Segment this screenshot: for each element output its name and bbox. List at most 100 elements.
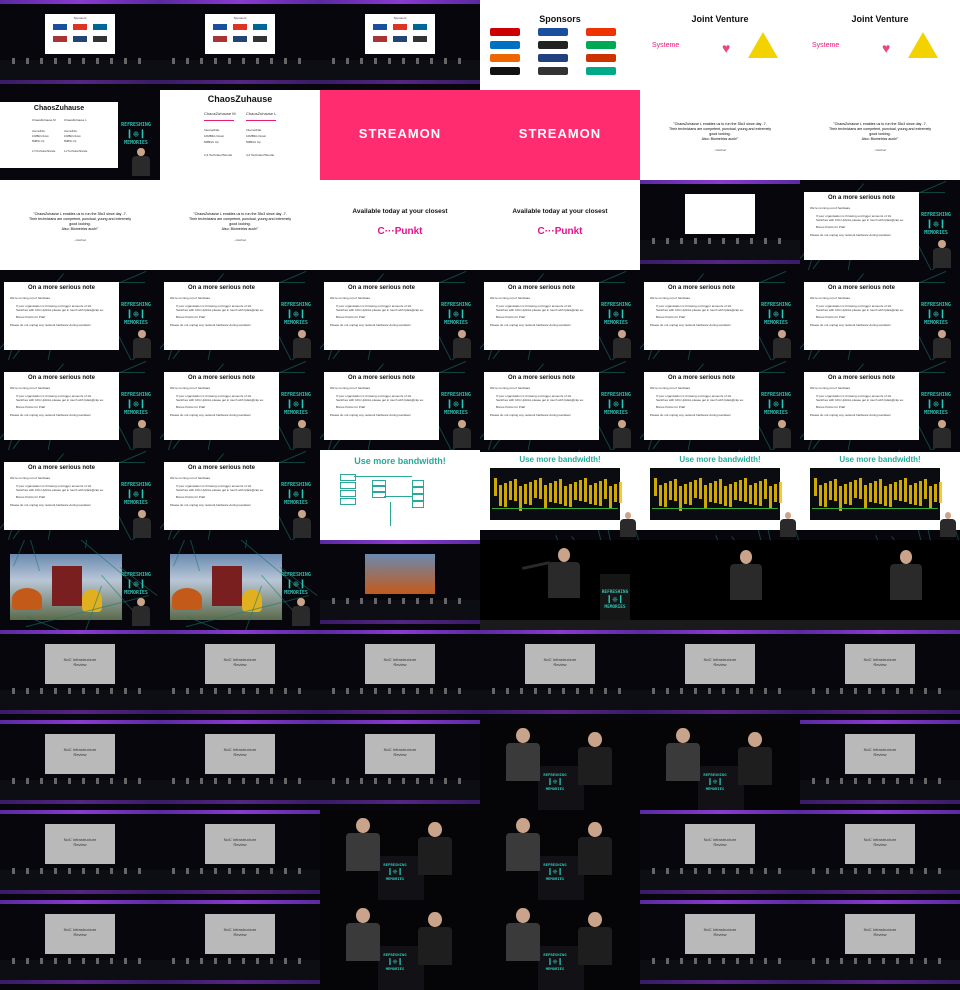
logo-glyph: ❙❈❙ <box>606 397 626 410</box>
thumbnail-bw-chart: Use more bandwidth! <box>640 450 800 540</box>
sponsor-logo <box>393 24 407 30</box>
speaker-head <box>138 330 146 339</box>
crowd-silhouette <box>172 778 175 784</box>
crowd-silhouette <box>680 868 683 874</box>
crowd-silhouette <box>736 868 739 874</box>
bullet-2: If your organisation is throwing out big… <box>656 394 732 398</box>
screen-subtitle: Review <box>233 662 247 667</box>
bullet-3: Switches with 10G Uplinks please get in … <box>176 308 264 312</box>
screen-subtitle: Review <box>73 752 87 757</box>
crowd-silhouette <box>270 778 273 784</box>
slide-title: Use more bandwidth! <box>679 455 761 464</box>
logo-text-top: REFRESHING <box>383 952 407 957</box>
stage-floor <box>0 870 160 890</box>
logo-text-top: REFRESHING <box>121 122 151 128</box>
slide-serious-note: On a more serious note We're running out … <box>484 372 599 440</box>
logo-text-bottom: MEMORIES <box>924 409 948 416</box>
thumbnail-hall: NoC Infrastructure Review <box>160 720 320 810</box>
crowd-silhouette <box>284 868 287 874</box>
crowd-silhouette <box>270 958 273 964</box>
crowd-silhouette <box>764 958 767 964</box>
switch-box <box>372 492 386 498</box>
bullet-3: Switches with 10G Uplinks please get in … <box>496 308 584 312</box>
screen-title: NoC Infrastructure <box>383 747 417 752</box>
lighting-rig-bottom <box>320 800 480 804</box>
projection-screen: NoC Infrastructure Review <box>845 824 915 864</box>
stage-floor <box>0 960 160 980</box>
traffic-bar <box>719 479 722 504</box>
screen-subtitle: Review <box>233 842 247 847</box>
traffic-bar <box>614 484 617 502</box>
thumbnail-streamon: STREAMON <box>480 90 640 180</box>
speaker-torso <box>933 248 951 268</box>
bullet-4: Bonus Points for PoE! <box>656 405 686 409</box>
screen-title: NoC Infrastructure <box>63 927 97 932</box>
traffic-bar <box>664 483 667 507</box>
tent-shape <box>172 588 202 610</box>
thumbnail-hall: NoC Infrastructure Review <box>0 810 160 900</box>
plan-m-title: ChaosZuhause M <box>204 111 236 116</box>
crowd-silhouette <box>924 868 927 874</box>
crowd-silhouette <box>242 958 245 964</box>
bullet-3: Switches with 10G Uplinks please get in … <box>656 308 744 312</box>
speaker-torso <box>613 338 631 358</box>
crowd-silhouette <box>402 688 405 694</box>
bullet-4: Bonus Points for PoE! <box>336 405 366 409</box>
screen-subtitle: Review <box>393 662 407 667</box>
bullet-5: Please do not unplug any network hardwar… <box>330 323 411 327</box>
bullet-2: If your organisation is throwing out big… <box>16 304 92 308</box>
bullet-4: Bonus Points for PoE! <box>16 315 46 319</box>
plan-l-line <box>246 120 276 121</box>
lighting-rig <box>320 720 480 724</box>
slide-title: Available today at your closest <box>512 208 608 215</box>
event-logo: REFRESHING ❙❈❙ MEMORIES <box>278 392 314 416</box>
crowd-silhouette <box>458 778 461 784</box>
logo-text-top: REFRESHING <box>703 772 727 777</box>
crowd-silhouette <box>270 868 273 874</box>
thumbnail-serious: On a more serious note We're running out … <box>0 360 160 450</box>
logo-text-top: REFRESHING <box>441 302 471 308</box>
sponsor-logo <box>586 54 616 62</box>
slide-serious-note: On a more serious note We're running out … <box>164 372 279 440</box>
thumbnail-duo: REFRESHING ❙❈❙ MEMORIES <box>480 720 640 810</box>
event-logo: REFRESHING ❙❈❙ MEMORIES <box>118 572 154 596</box>
logo-glyph: ❙❈❙ <box>126 307 146 320</box>
bullet-5: Please do not unplug any network hardwar… <box>650 323 731 327</box>
screen-subtitle: Review <box>233 932 247 937</box>
crowd-silhouette <box>826 688 829 694</box>
lectern <box>538 856 584 900</box>
event-logo: REFRESHING ❙❈❙ MEMORIES <box>918 392 954 416</box>
traffic-bar <box>864 485 867 509</box>
crowd-silhouette <box>924 778 927 784</box>
thumbnail-quote-s: "ChaosZuhause L enables us to run the 35… <box>800 90 960 180</box>
thumbnail-serious: On a more serious note We're running out … <box>320 270 480 360</box>
crowd-silhouette <box>458 58 461 64</box>
logo-text-top: REFRESHING <box>121 392 151 398</box>
crowd-silhouette <box>882 688 885 694</box>
traffic-bar <box>749 485 752 504</box>
crowd-silhouette <box>416 688 419 694</box>
bullet-1: We're running out of hardware <box>650 386 691 390</box>
baseline <box>652 508 778 509</box>
speaker-torso <box>293 338 311 358</box>
stage-edge <box>800 620 960 630</box>
lighting-rig-bottom <box>0 800 160 804</box>
crowd-silhouette <box>228 58 231 64</box>
speaker-head <box>624 512 632 520</box>
crowd-silhouette <box>124 868 127 874</box>
quote-line: "ChaosZuhause L enables us to run the 35… <box>673 122 767 126</box>
quote-line: "ChaosZuhause L enables us to run the 35… <box>33 212 127 216</box>
traffic-bar <box>779 482 782 503</box>
bullet-5: Please do not unplug any network hardwar… <box>170 503 251 507</box>
crowd-silhouette <box>12 58 15 64</box>
stage-floor <box>320 690 480 710</box>
lighting-rig-bottom <box>800 710 960 714</box>
crowd-silhouette <box>666 238 669 244</box>
lighting-rig-bottom <box>640 890 800 894</box>
plan-l-row: 5MBit/s Up <box>246 140 261 144</box>
traffic-bar <box>524 484 527 504</box>
crowd-silhouette <box>812 958 815 964</box>
traffic-bar <box>544 485 547 509</box>
bullet-1: We're running out of hardware <box>810 296 851 300</box>
crowd-silhouette <box>186 58 189 64</box>
